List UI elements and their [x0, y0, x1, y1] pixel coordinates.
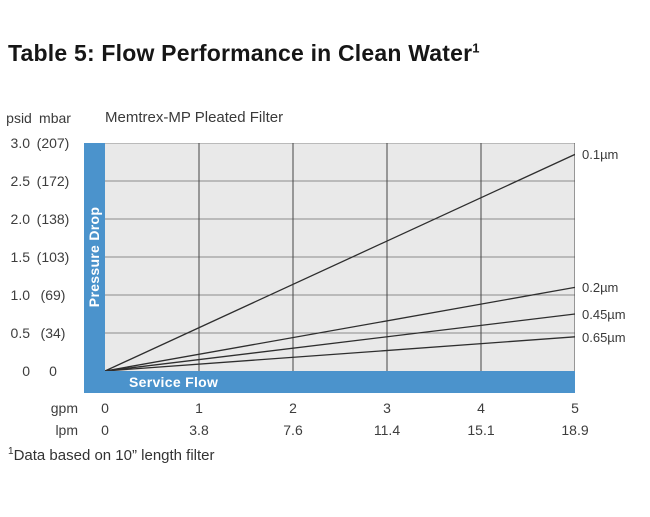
x-tick-gpm: 2 — [289, 400, 297, 416]
series-label: 0.2µm — [582, 280, 619, 296]
x-tick-gpm: 0 — [101, 400, 109, 416]
series-label: 0.45µm — [582, 307, 626, 322]
footnote-reference: 1 — [472, 40, 480, 56]
x-tick-lpm: 18.9 — [561, 422, 589, 438]
gpm-unit-label: gpm — [50, 400, 78, 416]
chart-title: Memtrex-MP Pleated Filter — [105, 109, 284, 126]
x-tick-lpm: 0 — [101, 422, 109, 438]
x-tick-gpm: 4 — [477, 400, 485, 416]
plot-line — [105, 153, 575, 371]
series-label: 0.65µm — [582, 329, 626, 345]
x-tick-lpm: 7.6 — [283, 422, 303, 438]
x-tick-gpm: 5 — [571, 400, 579, 416]
service-flow-axis-bar: Service Flow — [105, 371, 575, 393]
y-tick-mbar: (207) — [36, 135, 70, 151]
pressure-drop-axis-bar: Pressure Drop — [84, 143, 105, 393]
y-tick-psid: 1.5 — [10, 249, 30, 265]
x-tick-lpm: 15.1 — [467, 422, 495, 438]
footnote: 1Data based on 10” length filter — [8, 446, 215, 464]
y-tick-mbar: (34) — [40, 325, 66, 341]
footnote-text: Data based on 10” length filter — [13, 447, 215, 464]
y-tick-psid: 3.0 — [10, 135, 30, 151]
y-tick-mbar: (69) — [40, 287, 66, 303]
y-tick-mbar: (172) — [36, 173, 70, 189]
y-tick-psid: 2.5 — [10, 173, 30, 189]
y-tick-psid: 2.0 — [10, 211, 30, 227]
x-tick-gpm: 3 — [383, 400, 391, 416]
series-label: 0.1µm — [582, 147, 619, 163]
y-tick-mbar: 0 — [49, 363, 57, 379]
mbar-unit-label: mbar — [39, 110, 71, 126]
x-tick-gpm: 1 — [195, 400, 203, 416]
plot-line — [105, 286, 575, 371]
y-axis-label: Pressure Drop — [86, 206, 103, 308]
x-axis-label: Service Flow — [129, 374, 219, 390]
y-axis-unit-headers: psid mbar — [4, 110, 76, 126]
y-tick-mbar: (103) — [36, 249, 70, 265]
y-tick-psid: 0 — [22, 363, 30, 379]
plot-line — [105, 336, 575, 371]
figure-title-text: Table 5: Flow Performance in Clean Water — [8, 40, 473, 66]
figure-title: Table 5: Flow Performance in Clean Water… — [8, 40, 480, 67]
y-tick-mbar: (138) — [36, 211, 70, 227]
y-tick-psid: 0.5 — [10, 325, 30, 341]
y-tick-psid: 1.0 — [10, 287, 30, 303]
plot-line — [105, 313, 575, 371]
psid-unit-label: psid — [6, 110, 32, 126]
x-tick-lpm: 3.8 — [189, 422, 209, 438]
footnote-marker: 1 — [8, 446, 14, 457]
plot-area — [105, 143, 575, 371]
lpm-unit-label: lpm — [55, 422, 78, 438]
x-tick-lpm: 11.4 — [373, 422, 401, 438]
